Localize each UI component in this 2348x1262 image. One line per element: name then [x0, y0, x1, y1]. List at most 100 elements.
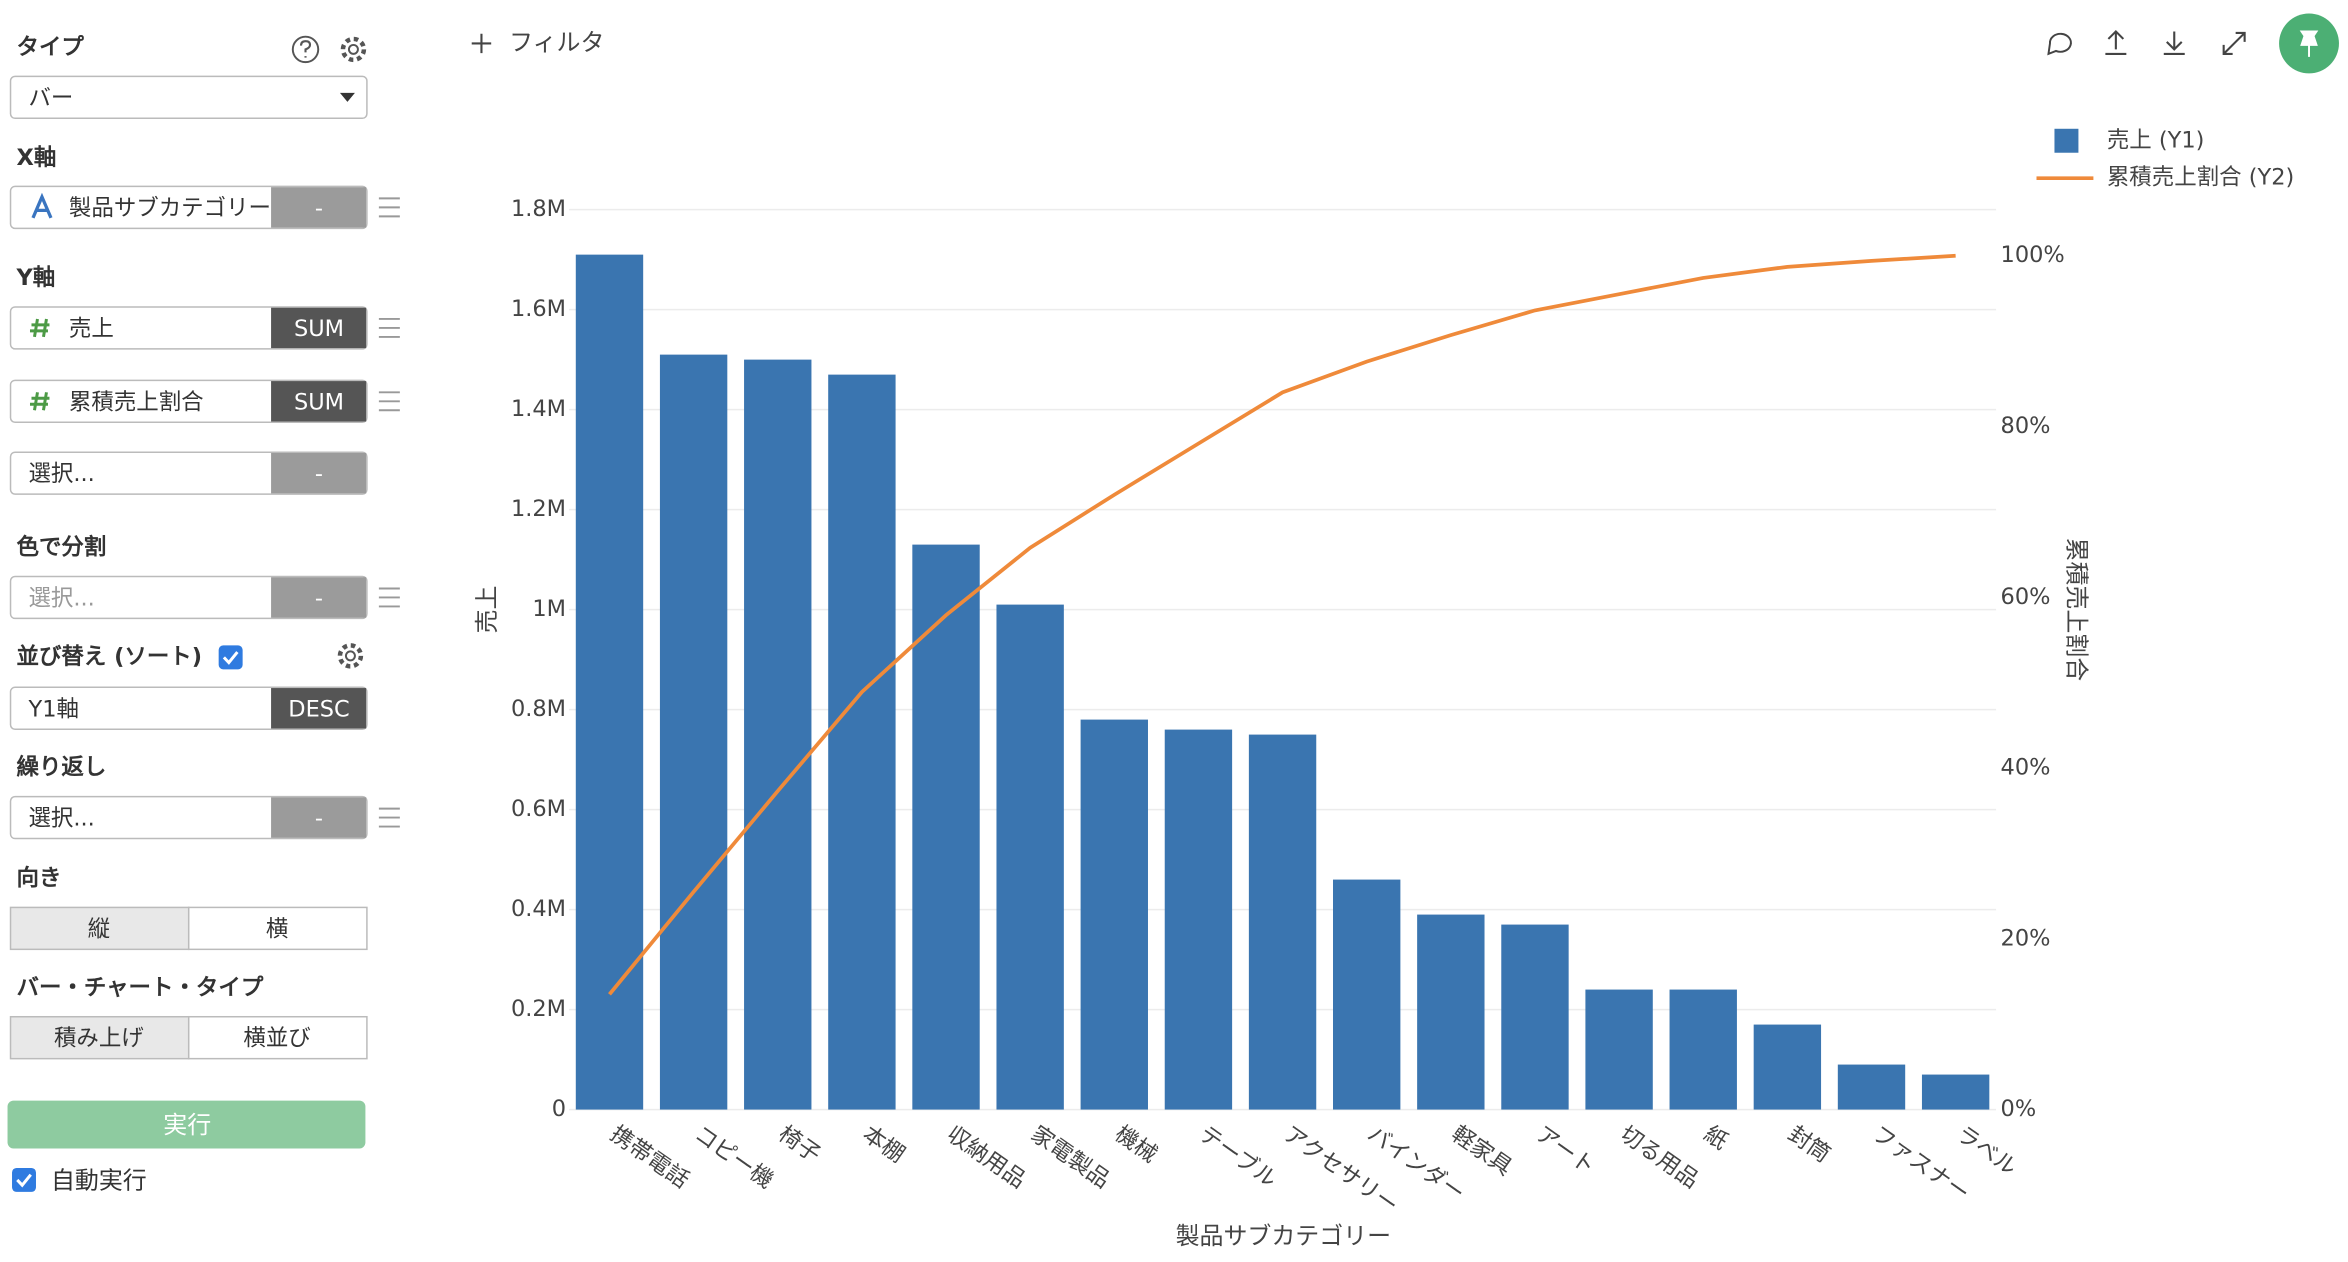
section-label: X軸	[17, 145, 57, 171]
bar	[1585, 989, 1653, 1110]
segment-label: 横並び	[243, 1026, 310, 1052]
field-button[interactable]	[271, 577, 367, 618]
upload-icon[interactable]	[2105, 29, 2127, 55]
y2-tick-label: 80%	[2001, 413, 2051, 439]
field-button[interactable]	[271, 381, 367, 422]
segment[interactable]	[187, 1015, 368, 1060]
bar	[744, 359, 812, 1110]
checkbox[interactable]	[12, 1167, 36, 1192]
y2-tick-label: 60%	[2001, 584, 2051, 610]
field-button-label: -	[315, 585, 323, 611]
bar	[1333, 879, 1401, 1110]
bar	[1080, 719, 1148, 1110]
download-icon[interactable]	[2163, 31, 2185, 55]
bar	[575, 254, 644, 1110]
x-tick-label: テーブル	[1194, 1121, 1281, 1193]
y2-tick-label: 20%	[2001, 925, 2051, 951]
field-text: 選択...	[28, 461, 94, 487]
auto-run-label: 自動実行	[51, 1166, 147, 1194]
field-button[interactable]	[271, 187, 367, 228]
segment-label: 縦	[88, 916, 110, 942]
bar	[1753, 1024, 1822, 1110]
field-button-label: -	[315, 195, 323, 221]
line	[608, 253, 1956, 996]
field-button[interactable]	[271, 797, 367, 838]
bar	[1501, 924, 1569, 1110]
x-tick-label: 携帯電話	[605, 1121, 693, 1194]
dropdown-caret	[339, 92, 355, 102]
filter-button: フィルタ	[509, 28, 604, 56]
settings-icon[interactable]	[337, 643, 364, 669]
y-axis-title: 売上	[473, 586, 501, 634]
segment-selected[interactable]	[9, 906, 190, 951]
y-tick-label: 0	[552, 1096, 566, 1122]
field-button[interactable]	[271, 452, 367, 494]
x-tick-label: 収納用品	[942, 1121, 1030, 1194]
expand-icon[interactable]	[2222, 31, 2246, 55]
field-button-label: -	[315, 461, 323, 487]
bar	[1248, 734, 1317, 1110]
y-tick-label: 0.8M	[511, 696, 566, 722]
segment-label: 横	[266, 916, 288, 942]
dropdown[interactable]	[9, 75, 368, 120]
x-tick-label: 封筒	[1783, 1121, 1835, 1168]
bar	[1669, 989, 1737, 1110]
section-label: バー・チャート・タイプ	[17, 975, 264, 1001]
field-text: 選択...	[28, 806, 94, 832]
bar	[1164, 729, 1233, 1110]
bar	[1837, 1064, 1906, 1110]
checkbox[interactable]	[218, 645, 243, 670]
bar	[1417, 914, 1485, 1110]
x-tick-label: 本棚	[858, 1121, 910, 1168]
field-button[interactable]	[271, 307, 367, 349]
x-tick-label: コピー機	[689, 1121, 777, 1194]
legend-swatch	[2054, 128, 2079, 153]
y2-tick-label: 0%	[2001, 1096, 2037, 1122]
section-label: Y軸	[16, 265, 56, 291]
run-button-label: 実行	[163, 1111, 211, 1139]
y-tick-label: 1M	[532, 596, 566, 622]
segment[interactable]	[187, 906, 368, 951]
y2-axis-title: 累積売上割合	[2062, 538, 2090, 682]
number-icon	[29, 392, 50, 411]
legend-label: 売上 (Y1)	[2107, 127, 2205, 153]
x-tick-label: ラベル	[1951, 1121, 2021, 1181]
x-axis-title: 製品サブカテゴリー	[1176, 1222, 1391, 1250]
field-text: 累積売上割合	[69, 389, 204, 415]
y-tick-label: 1.6M	[511, 296, 566, 322]
settings-icon[interactable]	[340, 36, 367, 63]
x-tick-label: アート	[1531, 1121, 1600, 1180]
y-tick-label: 1.8M	[511, 196, 566, 222]
help-icon[interactable]	[291, 35, 320, 64]
field-text: Y1軸	[27, 696, 78, 722]
field-button-label: SUM	[294, 316, 344, 342]
field-button-label: -	[315, 806, 323, 832]
checkmark	[16, 1173, 32, 1188]
field-button-label: SUM	[294, 389, 344, 415]
number-icon	[29, 318, 50, 338]
bar	[912, 544, 980, 1110]
segment-label: 積み上げ	[54, 1026, 144, 1052]
y-tick-label: 0.2M	[511, 996, 566, 1022]
text-icon	[31, 192, 53, 219]
y-tick-label: 1.4M	[511, 396, 566, 422]
bar	[1921, 1074, 1990, 1110]
x-tick-label: 機械	[1110, 1121, 1162, 1168]
segment-selected[interactable]	[9, 1015, 190, 1060]
help-icon-mark	[299, 40, 312, 58]
run-button[interactable]	[7, 1100, 366, 1149]
bar	[828, 374, 896, 1110]
field-text: 製品サブカテゴリー	[69, 195, 271, 221]
section-label: タイプ	[17, 34, 85, 60]
section-label: 繰り返し	[17, 754, 107, 781]
legend-label: 累積売上割合 (Y2)	[2107, 165, 2294, 191]
field-button-label: DESC	[288, 696, 349, 722]
field-button[interactable]	[271, 688, 367, 729]
y2-tick-label: 40%	[2001, 755, 2051, 781]
settings-icon-inner	[344, 650, 356, 662]
comment-icon[interactable]	[2047, 32, 2072, 56]
add-filter-icon[interactable]	[471, 33, 492, 54]
x-tick-label: 椅子	[774, 1121, 826, 1168]
y-tick-label: 1.2M	[511, 496, 566, 522]
